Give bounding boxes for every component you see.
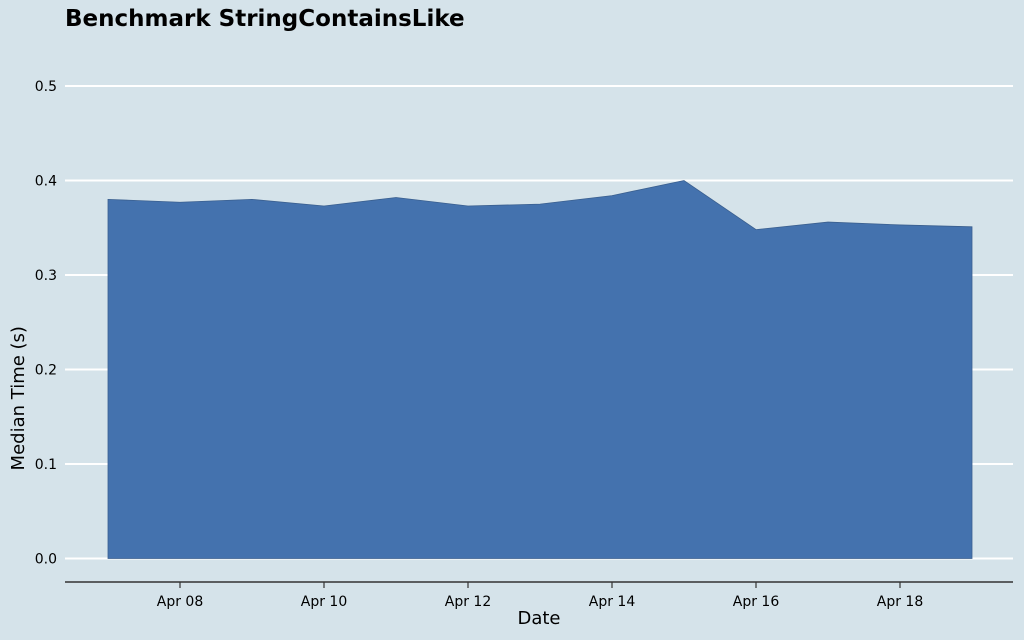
y-tick-label-5: 0.5 — [35, 79, 57, 95]
y-tick-label-3: 0.3 — [35, 268, 57, 284]
y-tick-label-1: 0.1 — [35, 457, 57, 473]
chart-title: Benchmark StringContainsLike — [65, 6, 465, 32]
y-tick-label-4: 0.4 — [35, 174, 57, 190]
x-tick-label-1: Apr 10 — [301, 594, 347, 610]
x-axis-label: Date — [517, 608, 560, 629]
x-tick-label-2: Apr 12 — [445, 594, 491, 610]
x-tick-label-5: Apr 18 — [877, 594, 923, 610]
x-tick-label-4: Apr 16 — [733, 594, 780, 610]
y-tick-label-0: 0.0 — [35, 552, 57, 568]
x-tick-label-0: Apr 08 — [157, 594, 203, 610]
y-axis-ticks: 0.0 0.1 0.2 0.3 0.4 0.5 — [35, 79, 57, 568]
y-tick-label-2: 0.2 — [35, 363, 57, 379]
x-axis-ticks: Apr 08 Apr 10 Apr 12 Apr 14 Apr 16 Apr 18 — [157, 582, 923, 610]
y-axis-label: Median Time (s) — [8, 326, 29, 470]
area-fill — [107, 180, 973, 559]
area-series — [107, 180, 973, 559]
x-tick-label-3: Apr 14 — [589, 594, 636, 610]
